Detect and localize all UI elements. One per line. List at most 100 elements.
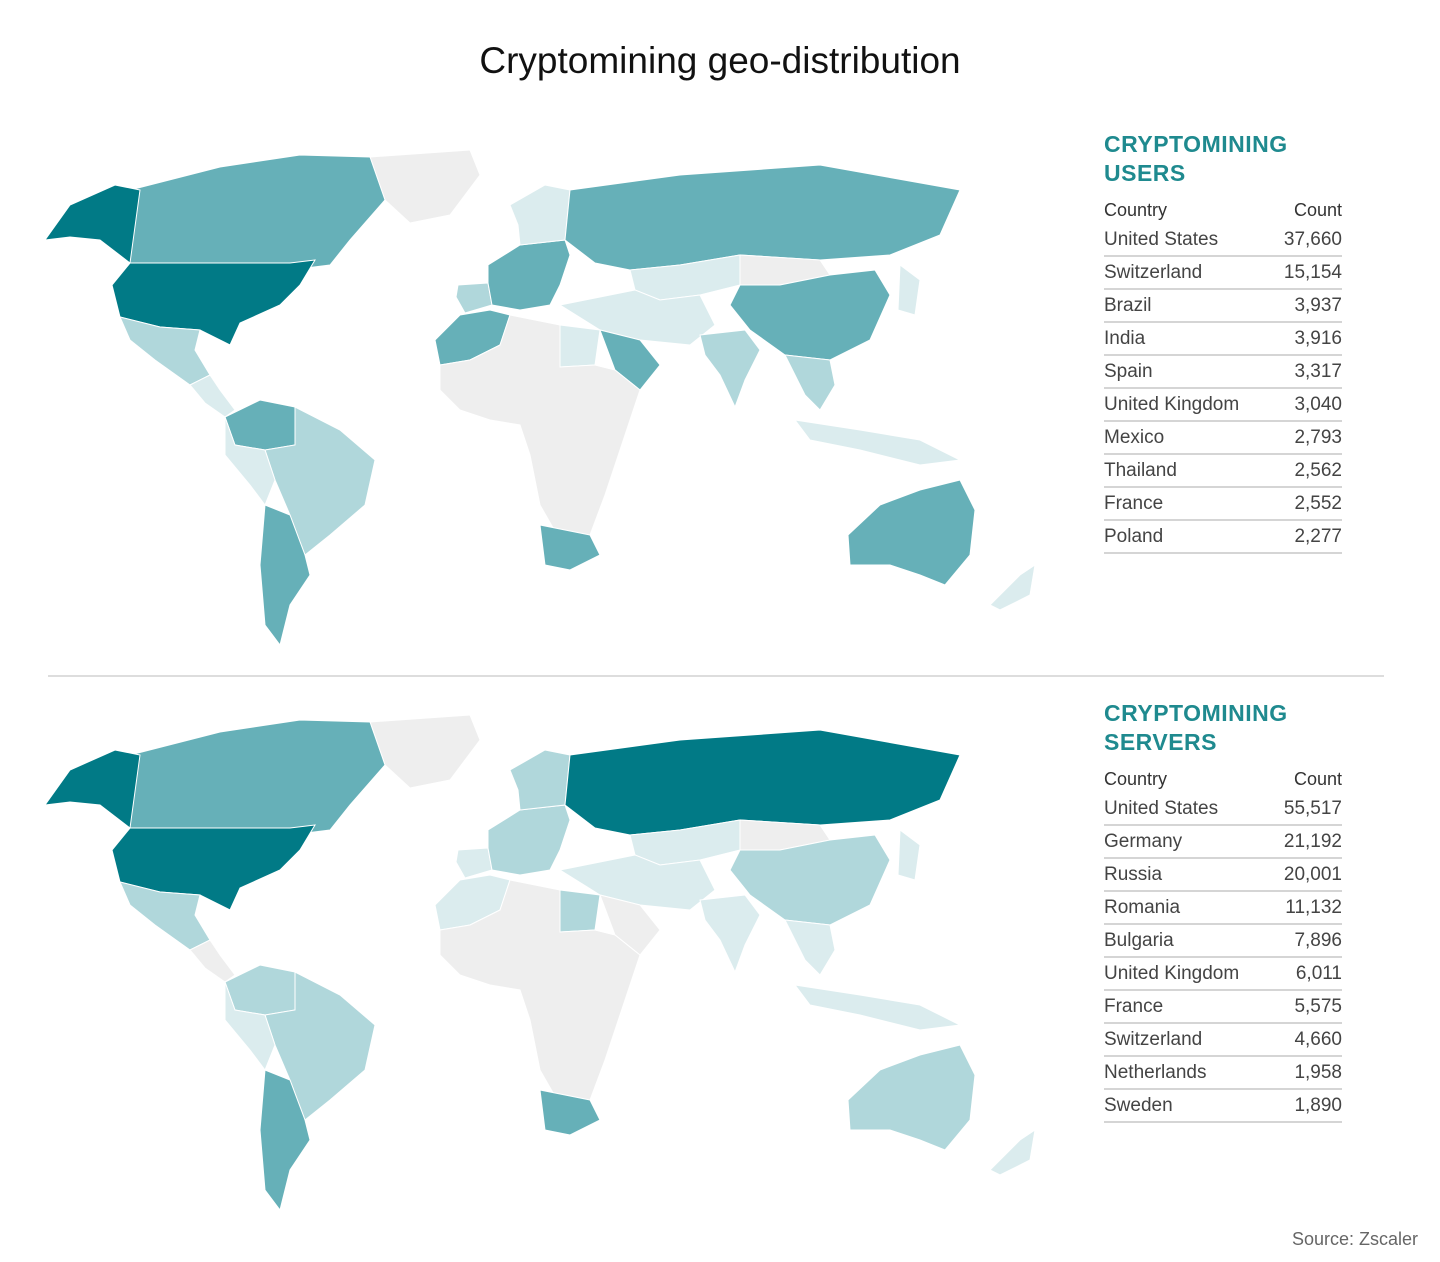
row-count: 1,890	[1294, 1095, 1342, 1116]
table-row: Bulgaria 7,896	[1104, 925, 1342, 958]
users-heading-line2: USERS	[1104, 160, 1186, 186]
row-count: 11,132	[1285, 897, 1342, 918]
table-row: France 5,575	[1104, 991, 1342, 1024]
row-count: 3,040	[1294, 394, 1342, 415]
table-row: United Kingdom 6,011	[1104, 958, 1342, 991]
region-iberia	[455, 282, 493, 314]
servers-col-count: Count	[1293, 769, 1342, 789]
servers-heading: CRYPTOMINING SERVERS	[1104, 699, 1342, 757]
row-count: 7,896	[1294, 930, 1342, 951]
row-country: United States	[1104, 229, 1219, 250]
row-country: Bulgaria	[1104, 930, 1174, 951]
users-world-map	[43, 149, 1036, 647]
row-count: 21,192	[1283, 831, 1342, 852]
row-count: 37,660	[1283, 229, 1342, 250]
row-count: 2,793	[1294, 427, 1342, 448]
region-africa	[439, 314, 641, 541]
row-count: 3,317	[1294, 361, 1342, 382]
row-country: Brazil	[1104, 295, 1152, 316]
servers-table-header: Country Count	[1104, 765, 1342, 793]
servers-panel: CRYPTOMINING SERVERS Country Count Unite…	[1104, 699, 1342, 1123]
table-row: Russia 20,001	[1104, 859, 1342, 892]
row-country: France	[1104, 996, 1164, 1017]
table-row: Brazil 3,937	[1104, 290, 1342, 323]
region-greenland	[369, 714, 481, 789]
row-country: Netherlands	[1104, 1062, 1207, 1083]
region-south-africa	[539, 1089, 601, 1136]
table-row: Switzerland 15,154	[1104, 257, 1342, 290]
row-country: Germany	[1104, 831, 1183, 852]
region-scandinavia	[509, 749, 571, 811]
region-africa	[439, 879, 641, 1106]
region-alaska	[43, 184, 141, 264]
region-central-america	[189, 939, 236, 983]
region-usa	[111, 259, 316, 346]
users-heading: CRYPTOMINING USERS	[1104, 130, 1342, 188]
servers-col-country: Country	[1104, 769, 1168, 789]
row-count: 20,001	[1283, 864, 1342, 885]
row-count: 3,937	[1294, 295, 1342, 316]
region-indonesia	[793, 419, 962, 466]
row-count: 4,660	[1294, 1029, 1342, 1050]
table-row: Romania 11,132	[1104, 892, 1342, 925]
servers-heading-line2: SERVERS	[1104, 729, 1218, 755]
row-country: Poland	[1104, 526, 1164, 547]
table-row: United Kingdom 3,040	[1104, 389, 1342, 422]
region-india	[699, 329, 761, 409]
users-col-count: Count	[1293, 200, 1342, 220]
region-southeast-asia	[784, 354, 836, 411]
row-country: France	[1104, 493, 1164, 514]
region-australia	[847, 479, 976, 586]
row-country: Spain	[1104, 361, 1153, 382]
table-row: Sweden 1,890	[1104, 1090, 1342, 1123]
table-row: Thailand 2,562	[1104, 455, 1342, 488]
region-scandinavia	[509, 184, 571, 246]
region-indonesia	[793, 984, 962, 1031]
servers-table: United States 55,517 Germany 21,192 Russia 20…	[1104, 793, 1342, 1123]
row-country: Romania	[1104, 897, 1181, 918]
region-new-zealand	[989, 1128, 1036, 1176]
section-divider	[48, 675, 1384, 677]
region-europe	[487, 804, 571, 876]
page-title: Cryptomining geo-distribution	[479, 40, 961, 81]
region-south-africa	[539, 524, 601, 571]
servers-world-map	[43, 714, 1036, 1212]
row-count: 3,916	[1294, 328, 1342, 349]
region-usa	[111, 824, 316, 911]
row-count: 5,575	[1294, 996, 1342, 1017]
row-country: United States	[1104, 798, 1219, 819]
users-panel: CRYPTOMINING USERS Country Count United …	[1104, 130, 1342, 554]
region-russia	[564, 729, 961, 836]
region-saudi-arabia	[599, 894, 661, 956]
table-row: Switzerland 4,660	[1104, 1024, 1342, 1057]
region-egypt	[559, 889, 601, 933]
table-row: United States 37,660	[1104, 224, 1342, 257]
row-country: Russia	[1104, 864, 1163, 885]
region-andes-west	[224, 981, 276, 1072]
region-alaska	[43, 749, 141, 829]
source-note: Source: Zscaler	[1291, 1229, 1418, 1249]
table-row: United States 55,517	[1104, 793, 1342, 826]
table-row: Spain 3,317	[1104, 356, 1342, 389]
region-iberia	[455, 847, 493, 879]
region-saudi-arabia	[599, 329, 661, 391]
users-heading-line1: CRYPTOMINING	[1104, 131, 1288, 157]
row-count: 2,562	[1294, 460, 1342, 481]
region-greenland	[369, 149, 481, 224]
region-russia	[564, 164, 961, 271]
row-count: 2,277	[1294, 526, 1342, 547]
row-count: 55,517	[1283, 798, 1342, 819]
row-country: Switzerland	[1104, 1029, 1203, 1050]
region-china	[729, 834, 891, 926]
region-north-america-north	[129, 719, 386, 836]
row-count: 15,154	[1283, 262, 1342, 283]
region-central-america	[189, 374, 236, 418]
row-count: 2,552	[1294, 493, 1342, 514]
region-china	[729, 269, 891, 361]
row-country: Mexico	[1104, 427, 1165, 448]
region-australia	[847, 1044, 976, 1151]
row-count: 1,958	[1294, 1062, 1342, 1083]
region-andes-west	[224, 416, 276, 507]
users-table: United States 37,660 Switzerland 15,154 Braz…	[1104, 224, 1342, 554]
row-country: Sweden	[1104, 1095, 1173, 1116]
